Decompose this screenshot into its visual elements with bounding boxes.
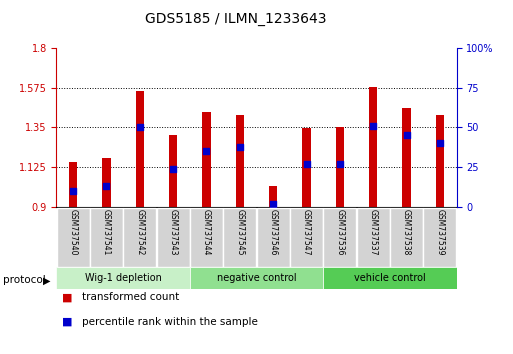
Text: Wig-1 depletion: Wig-1 depletion (85, 273, 162, 283)
FancyBboxPatch shape (56, 208, 90, 267)
Point (302, 161, 310, 167)
FancyBboxPatch shape (90, 208, 123, 267)
Point (169, 166, 177, 172)
Text: protocol: protocol (3, 275, 45, 285)
Point (369, 123, 377, 129)
Bar (235, 115, 244, 207)
Text: GSM737540: GSM737540 (69, 209, 77, 255)
Bar (135, 91, 144, 207)
Text: GSM737537: GSM737537 (369, 209, 378, 255)
FancyBboxPatch shape (423, 208, 457, 267)
FancyBboxPatch shape (190, 208, 223, 267)
Text: GSM737545: GSM737545 (235, 209, 244, 255)
Text: GSM737538: GSM737538 (402, 209, 411, 255)
Text: GDS5185 / ILMN_1233643: GDS5185 / ILMN_1233643 (145, 12, 327, 27)
Bar (336, 127, 344, 207)
Text: negative control: negative control (216, 273, 297, 283)
Text: ■: ■ (62, 317, 72, 327)
Text: GSM737547: GSM737547 (302, 209, 311, 255)
Text: ▶: ▶ (43, 275, 50, 285)
Text: transformed count: transformed count (82, 292, 180, 302)
Bar (202, 112, 211, 207)
Bar (69, 162, 77, 207)
FancyBboxPatch shape (156, 208, 190, 267)
Text: vehicle control: vehicle control (354, 273, 426, 283)
Text: GSM737539: GSM737539 (436, 209, 444, 255)
FancyBboxPatch shape (390, 208, 423, 267)
FancyBboxPatch shape (357, 208, 390, 267)
Point (269, 201, 277, 207)
Text: GSM737543: GSM737543 (169, 209, 177, 255)
FancyBboxPatch shape (223, 208, 256, 267)
FancyBboxPatch shape (123, 208, 156, 267)
Point (69, 188, 77, 194)
Bar (169, 135, 177, 207)
Text: GSM737536: GSM737536 (336, 209, 344, 255)
Bar (436, 115, 444, 207)
Point (402, 132, 410, 138)
Text: GSM737542: GSM737542 (135, 209, 144, 255)
Point (135, 125, 144, 130)
Text: percentile rank within the sample: percentile rank within the sample (82, 317, 258, 327)
FancyBboxPatch shape (256, 208, 290, 267)
FancyBboxPatch shape (56, 267, 190, 289)
FancyBboxPatch shape (323, 267, 457, 289)
Bar (402, 108, 411, 207)
Bar (102, 158, 111, 207)
FancyBboxPatch shape (190, 267, 323, 289)
Text: ■: ■ (62, 292, 72, 302)
Text: GSM737541: GSM737541 (102, 209, 111, 255)
Bar (369, 87, 378, 207)
Point (436, 141, 444, 146)
FancyBboxPatch shape (290, 208, 323, 267)
Point (336, 161, 344, 167)
Text: GSM737546: GSM737546 (269, 209, 278, 255)
FancyBboxPatch shape (323, 208, 357, 267)
Point (102, 183, 110, 189)
Point (235, 144, 244, 149)
Bar (302, 128, 311, 207)
Point (202, 149, 210, 154)
Text: GSM737544: GSM737544 (202, 209, 211, 255)
Bar (269, 186, 278, 207)
